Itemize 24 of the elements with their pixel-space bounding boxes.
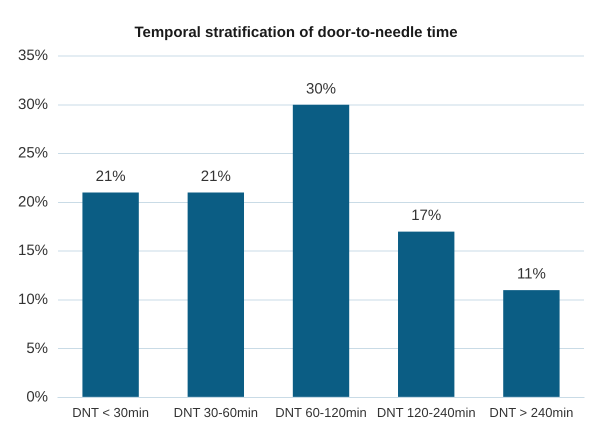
y-tick-label: 30%: [18, 96, 48, 113]
data-label: 30%: [306, 80, 336, 98]
x-tick-label: DNT 60-120min: [275, 404, 367, 420]
data-label: 11%: [516, 266, 546, 283]
bar: [503, 290, 560, 397]
data-label: 21%: [200, 168, 231, 186]
y-tick-label: 20%: [18, 193, 48, 210]
y-tick-label: 35%: [18, 47, 48, 64]
data-label: 21%: [96, 168, 126, 186]
bar: [82, 192, 139, 397]
chart-title: Temporal stratification of door-to-needle time: [134, 24, 458, 42]
x-tick-label: DNT 120-240min: [376, 404, 476, 420]
y-tick-label: 25%: [18, 144, 48, 162]
bar: [398, 232, 454, 397]
y-tick-label: 0%: [26, 388, 48, 406]
y-tick-label: 15%: [18, 242, 48, 260]
x-tick-label: DNT < 30min: [72, 404, 149, 420]
bar: [188, 192, 244, 397]
data-label: 17%: [411, 207, 442, 224]
y-tick-label: 10%: [18, 291, 48, 308]
x-tick-label: DNT 30-60min: [174, 404, 258, 420]
bar: [292, 104, 350, 397]
x-tick-label: DNT > 240min: [489, 404, 574, 420]
y-tick-label: 5%: [26, 340, 48, 357]
